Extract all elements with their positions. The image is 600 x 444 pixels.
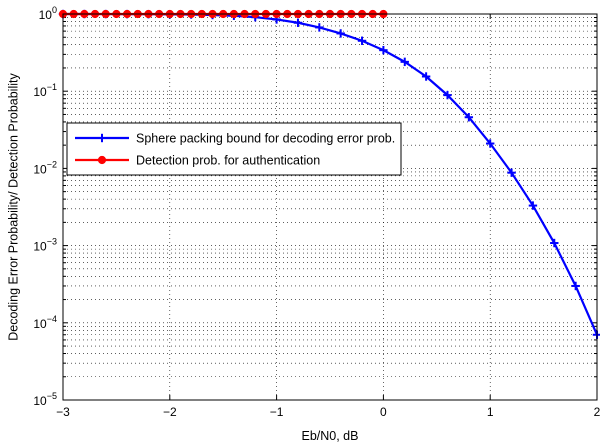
data-point	[486, 139, 495, 148]
x-tick-label: 1	[487, 405, 494, 419]
legend-entry: Sphere packing bound for decoding error …	[75, 132, 395, 146]
y-tick-label: 10−1	[33, 82, 57, 99]
x-tick-label: −3	[56, 405, 70, 419]
data-point	[315, 23, 324, 32]
plot-frame	[62, 13, 598, 401]
legend-marker	[97, 155, 107, 165]
legend-entry: Detection prob. for authentication	[75, 154, 320, 168]
data-point	[550, 238, 559, 248]
y-axis-label: Decoding Error Probability/ Detection Pr…	[6, 73, 20, 341]
data-point	[443, 90, 452, 100]
data-point	[421, 72, 431, 81]
legend-marker	[97, 133, 107, 143]
legend: Sphere packing bound for decoding error …	[66, 122, 402, 176]
y-tick-label: 10−4	[33, 314, 57, 331]
legend-label: Sphere packing bound for decoding error …	[136, 132, 395, 146]
data-point	[379, 45, 388, 55]
x-tick-label: −1	[270, 405, 284, 419]
data-point	[336, 29, 345, 38]
data-point	[528, 201, 538, 210]
y-tick-label: 10−5	[33, 391, 57, 408]
legend-label: Detection prob. for authentication	[136, 154, 320, 168]
data-point	[357, 36, 367, 45]
plot-area	[63, 14, 597, 400]
y-tick-labels: 100 10−1 10−2 10−3 10−4 10−5	[33, 5, 57, 408]
x-tick-labels: −3 −2 −1 0 1 2	[56, 405, 600, 419]
x-tick-label: 2	[594, 405, 600, 419]
legend-box	[66, 122, 402, 176]
x-tick-label: −2	[163, 405, 177, 419]
data-point	[464, 113, 474, 122]
x-axis-label: Eb/N0, dB	[302, 429, 359, 443]
y-tick-label: 10−3	[33, 237, 57, 254]
data-point	[507, 168, 516, 177]
x-tick-label: 0	[380, 405, 387, 419]
data-point	[571, 281, 580, 291]
y-tick-label: 10−2	[33, 159, 57, 176]
y-tick-label: 100	[39, 5, 57, 22]
data-point	[400, 57, 409, 67]
data-point	[293, 18, 303, 27]
